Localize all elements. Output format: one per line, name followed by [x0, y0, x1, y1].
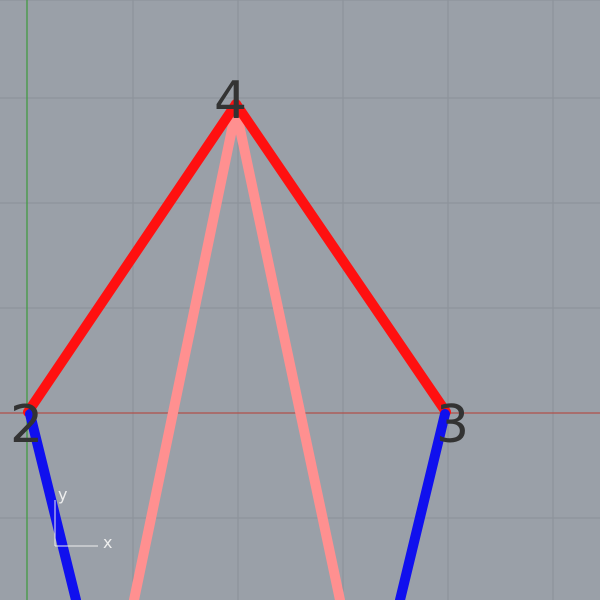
edge-blue-left [25, 409, 81, 600]
edge-2-4 [23, 99, 241, 417]
axis-indicator-y-label: y [58, 485, 67, 504]
axis-indicator-x-label: x [103, 533, 112, 552]
axis-indicator: y x [54, 485, 112, 552]
edge-inner-pink-left [129, 105, 241, 600]
vertex-label-3: 3 [436, 395, 469, 455]
vertex-label-4: 4 [214, 71, 247, 131]
edge-4-3 [231, 99, 451, 417]
vertex-label-2: 2 [10, 395, 43, 455]
edge-blue-right [395, 409, 450, 600]
edge-inner-pink-right [231, 105, 345, 600]
